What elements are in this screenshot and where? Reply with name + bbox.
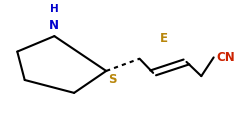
- Text: N: N: [49, 19, 59, 32]
- Text: E: E: [160, 32, 168, 45]
- Text: S: S: [108, 74, 117, 86]
- Text: H: H: [50, 4, 59, 14]
- Text: CN: CN: [216, 51, 235, 64]
